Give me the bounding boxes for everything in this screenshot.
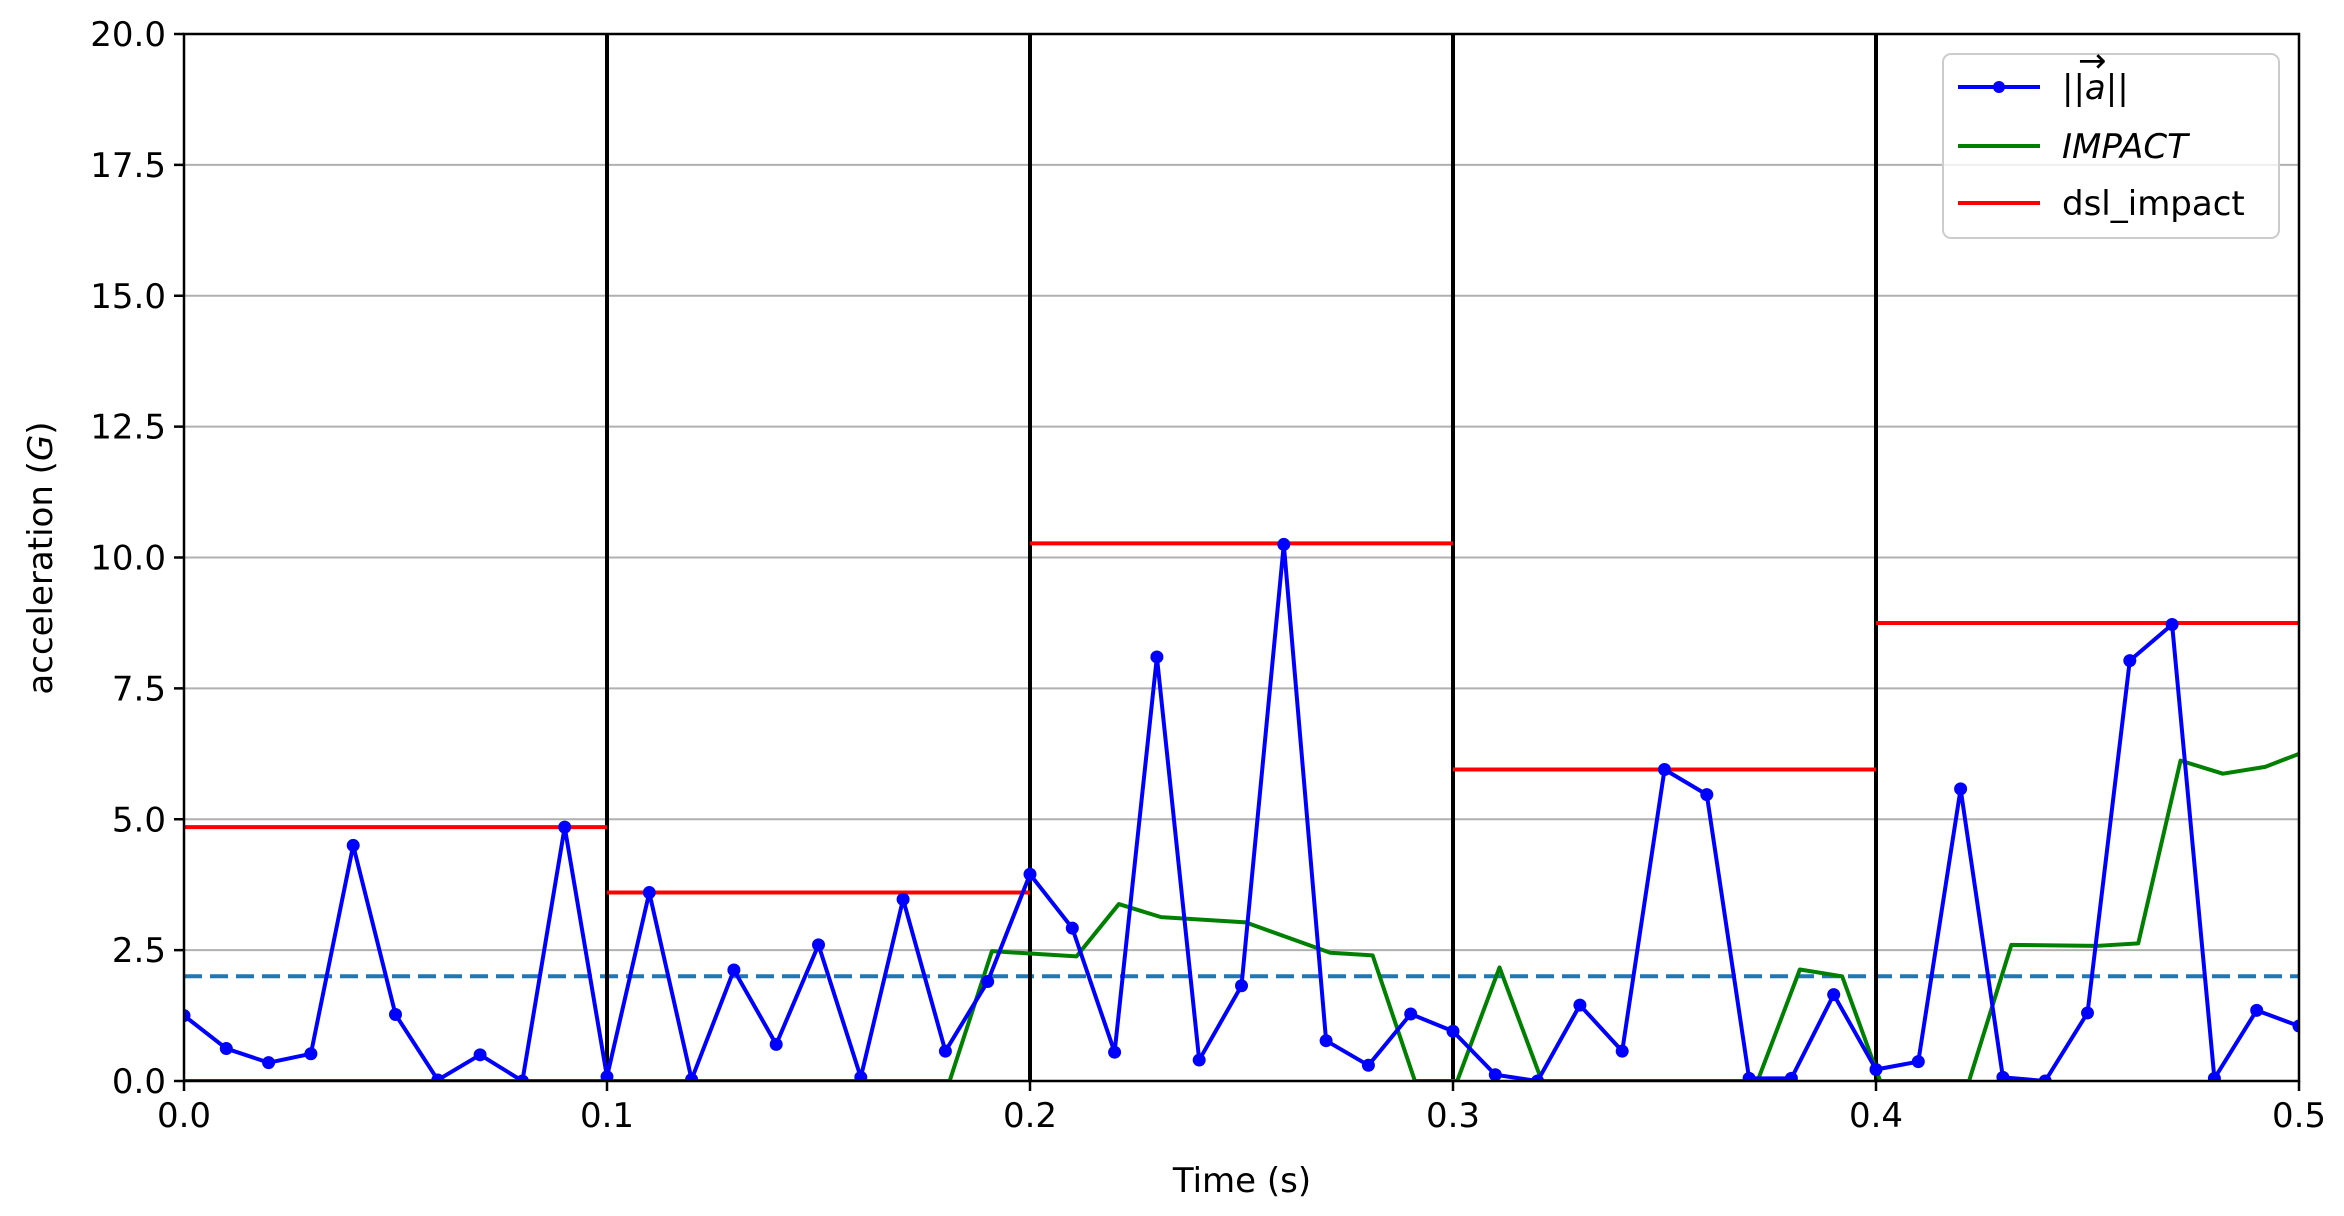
magnitude-point [1361, 1058, 1375, 1072]
legend-label-dsl-impact: dsl_impact [2062, 184, 2245, 224]
magnitude-point [1996, 1070, 2010, 1081]
magnitude-point [1192, 1053, 1206, 1067]
x-tick-label: 0.1 [580, 1096, 634, 1136]
magnitude-point [1615, 1044, 1629, 1058]
x-axis-title: Time (s) [1172, 1161, 1311, 1201]
magnitude-point [2165, 618, 2179, 632]
magnitude-point [1869, 1062, 1883, 1076]
magnitude-point [1023, 867, 1037, 881]
magnitude-point [2038, 1074, 2052, 1081]
magnitude-point [184, 1009, 191, 1023]
magnitude-point [1488, 1068, 1502, 1081]
magnitude-point [769, 1037, 783, 1051]
magnitude-point [1319, 1034, 1333, 1048]
legend-marker-magnitude [1993, 81, 2005, 93]
y-tick-label: 7.5 [112, 669, 166, 709]
legend-label-impact: IMPACT [2062, 127, 2190, 167]
magnitude-point [1784, 1071, 1798, 1081]
magnitude-point [2250, 1003, 2264, 1017]
magnitude-point [1235, 979, 1248, 993]
magnitude-point [1700, 788, 1714, 802]
y-tick-label: 17.5 [90, 146, 166, 186]
magnitude-point [431, 1073, 445, 1081]
magnitude-point [1742, 1071, 1756, 1081]
x-tick-label: 0.5 [2272, 1096, 2326, 1136]
magnitude-point [854, 1070, 868, 1081]
magnitude-point [1531, 1074, 1545, 1081]
magnitude-point [2207, 1071, 2221, 1081]
plot-area [184, 34, 2299, 1081]
legend-frame [1942, 53, 2280, 239]
magnitude-point [1108, 1045, 1122, 1059]
magnitude-point [304, 1047, 318, 1061]
legend-entry-dsl-impact: dsl_impact [1958, 184, 2245, 224]
magnitude-point [600, 1070, 614, 1081]
y-tick-label: 12.5 [90, 408, 166, 448]
y-tick-label: 15.0 [90, 277, 166, 317]
magnitude-point [981, 975, 995, 989]
magnitude-point [262, 1056, 276, 1070]
y-tick-label: 5.0 [112, 800, 166, 840]
magnitude-point [346, 838, 360, 852]
x-tick-label: 0.3 [1426, 1096, 1480, 1136]
magnitude-point [812, 938, 825, 952]
x-tick-label: 0.0 [157, 1096, 211, 1136]
magnitude-point [1827, 988, 1841, 1002]
magnitude-point [2292, 1019, 2299, 1033]
magnitude-point [642, 886, 656, 900]
y-axis-title: acceleration (G) [21, 421, 61, 694]
legend: ||a|| → IMPACT dsl_impact [1942, 41, 2280, 239]
magnitude-point [1573, 998, 1587, 1012]
magnitude-point [896, 892, 910, 906]
x-tick-label: 0.4 [1849, 1096, 1903, 1136]
legend-entry-impact: IMPACT [1958, 127, 2190, 167]
magnitude-point [1277, 537, 1291, 551]
y-tick-label: 20.0 [90, 15, 166, 55]
legend-label-magnitude: ||a|| [2062, 68, 2129, 108]
magnitude-point [1911, 1055, 1925, 1069]
y-tick-label: 0.0 [112, 1062, 166, 1102]
y-tick-label: 10.0 [90, 539, 166, 579]
magnitude-point [938, 1044, 952, 1058]
magnitude-point [389, 1008, 402, 1022]
magnitude-point [1065, 921, 1079, 935]
legend-entry-magnitude: ||a|| → [1958, 41, 2129, 108]
x-tick-label: 0.2 [1003, 1096, 1057, 1136]
magnitude-point [473, 1048, 487, 1062]
magnitude-point [1954, 782, 1968, 796]
magnitude-point [515, 1074, 529, 1081]
magnitude-point [558, 820, 572, 834]
magnitude-point [727, 963, 741, 977]
magnitude-point [219, 1042, 233, 1056]
impact-series-line [184, 751, 2299, 1081]
magnitude-point [1150, 650, 1164, 664]
magnitude-point [1404, 1007, 1418, 1021]
magnitude-point [1658, 763, 1671, 777]
magnitude-point [2081, 1006, 2094, 1020]
magnitude-point [2123, 654, 2137, 668]
magnitude-point [1446, 1024, 1460, 1038]
y-tick-label: 2.5 [112, 931, 166, 971]
axes: 0.0 2.5 5.0 7.5 10.0 12.5 15.0 17.5 20.0 0.0 0.1 0.… [90, 15, 2326, 1136]
vector-arrow-icon: → [2078, 41, 2107, 81]
magnitude-point [685, 1072, 699, 1081]
